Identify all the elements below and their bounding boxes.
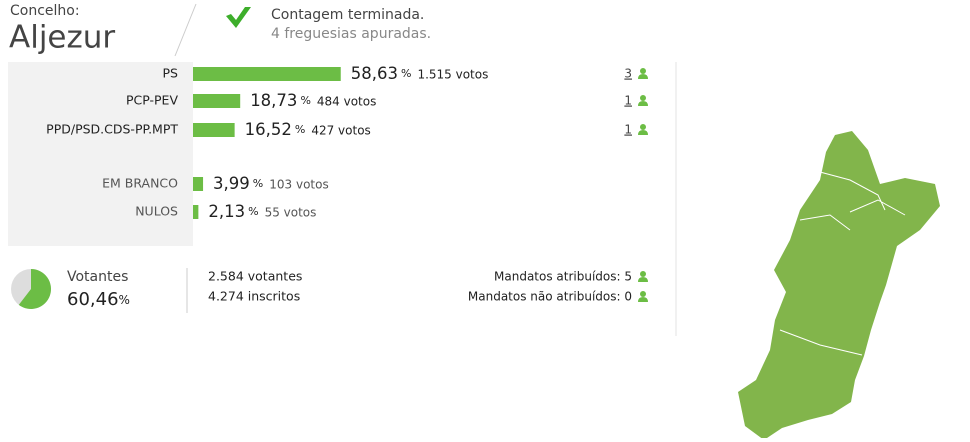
person-icon (640, 291, 646, 297)
percent-value: 18,73 (250, 91, 297, 110)
map-borders (779, 171, 906, 356)
voters: 2.584 votantes (208, 269, 302, 284)
mandates[interactable]: 1 (624, 94, 632, 108)
turnout-part: % (119, 293, 130, 307)
labels-panel (8, 62, 193, 246)
votes: 427 votos (311, 124, 370, 138)
mandates[interactable]: 1 (624, 123, 632, 137)
party-name: PCP-PEV (126, 93, 178, 108)
percent: 2,13% (208, 202, 258, 221)
person-icon (638, 101, 648, 106)
percent-value: 58,63 (351, 64, 398, 83)
percent-sign: % (401, 67, 411, 80)
person-icon (638, 277, 648, 282)
percent-value: 2,13 (208, 202, 245, 221)
percent: 58,63% (351, 64, 412, 83)
votes: 1.515 votos (417, 68, 488, 82)
person-icon (638, 74, 648, 79)
registered: 4.274 inscritos (208, 289, 300, 304)
bar (193, 177, 204, 191)
percent: 16,52% (245, 120, 306, 139)
bar (193, 123, 235, 137)
status: Contagem terminada. (271, 7, 424, 23)
percent-sign: % (253, 177, 263, 190)
person-icon (638, 297, 648, 302)
votes: 103 votos (269, 178, 328, 192)
percent-value: 3,99 (213, 174, 250, 193)
mandates[interactable]: 3 (624, 67, 632, 81)
percent-sign: % (295, 123, 305, 136)
person-icon (638, 130, 648, 135)
municipality-name: Aljezur (9, 20, 115, 56)
map (738, 131, 940, 440)
check-icon (226, 7, 251, 28)
bar (193, 205, 199, 219)
seats-assigned: Mandatos atribuídos: 5 (494, 270, 632, 284)
person-icon (640, 68, 646, 74)
votes: 484 votos (317, 95, 376, 109)
percent: 3,99% (213, 174, 263, 193)
status-detail: 4 freguesias apuradas. (271, 26, 431, 42)
percent-sign: % (248, 205, 258, 218)
bar (193, 67, 341, 81)
party-name: NULOS (135, 204, 178, 219)
header-label: Concelho: (10, 3, 80, 19)
party-name: PPD/PSD.CDS-PP.MPT (46, 122, 178, 137)
turnout-part: 60,46 (67, 289, 119, 310)
percent: 18,73% (250, 91, 311, 110)
bar (193, 94, 241, 108)
votes: 55 votos (265, 206, 317, 220)
pie-slice (18, 269, 51, 309)
party-name: EM BRANCO (102, 176, 178, 191)
turnout-value: 60,46% (67, 289, 130, 310)
percent-sign: % (300, 94, 310, 107)
party-name: PS (163, 66, 179, 81)
turnout-label: Votantes (67, 269, 128, 285)
person-icon (640, 124, 646, 130)
person-icon (640, 271, 646, 277)
seats-unassigned: Mandatos não atribuídos: 0 (468, 290, 632, 304)
divider (174, 3, 197, 57)
person-icon (640, 95, 646, 101)
percent-value: 16,52 (245, 120, 292, 139)
